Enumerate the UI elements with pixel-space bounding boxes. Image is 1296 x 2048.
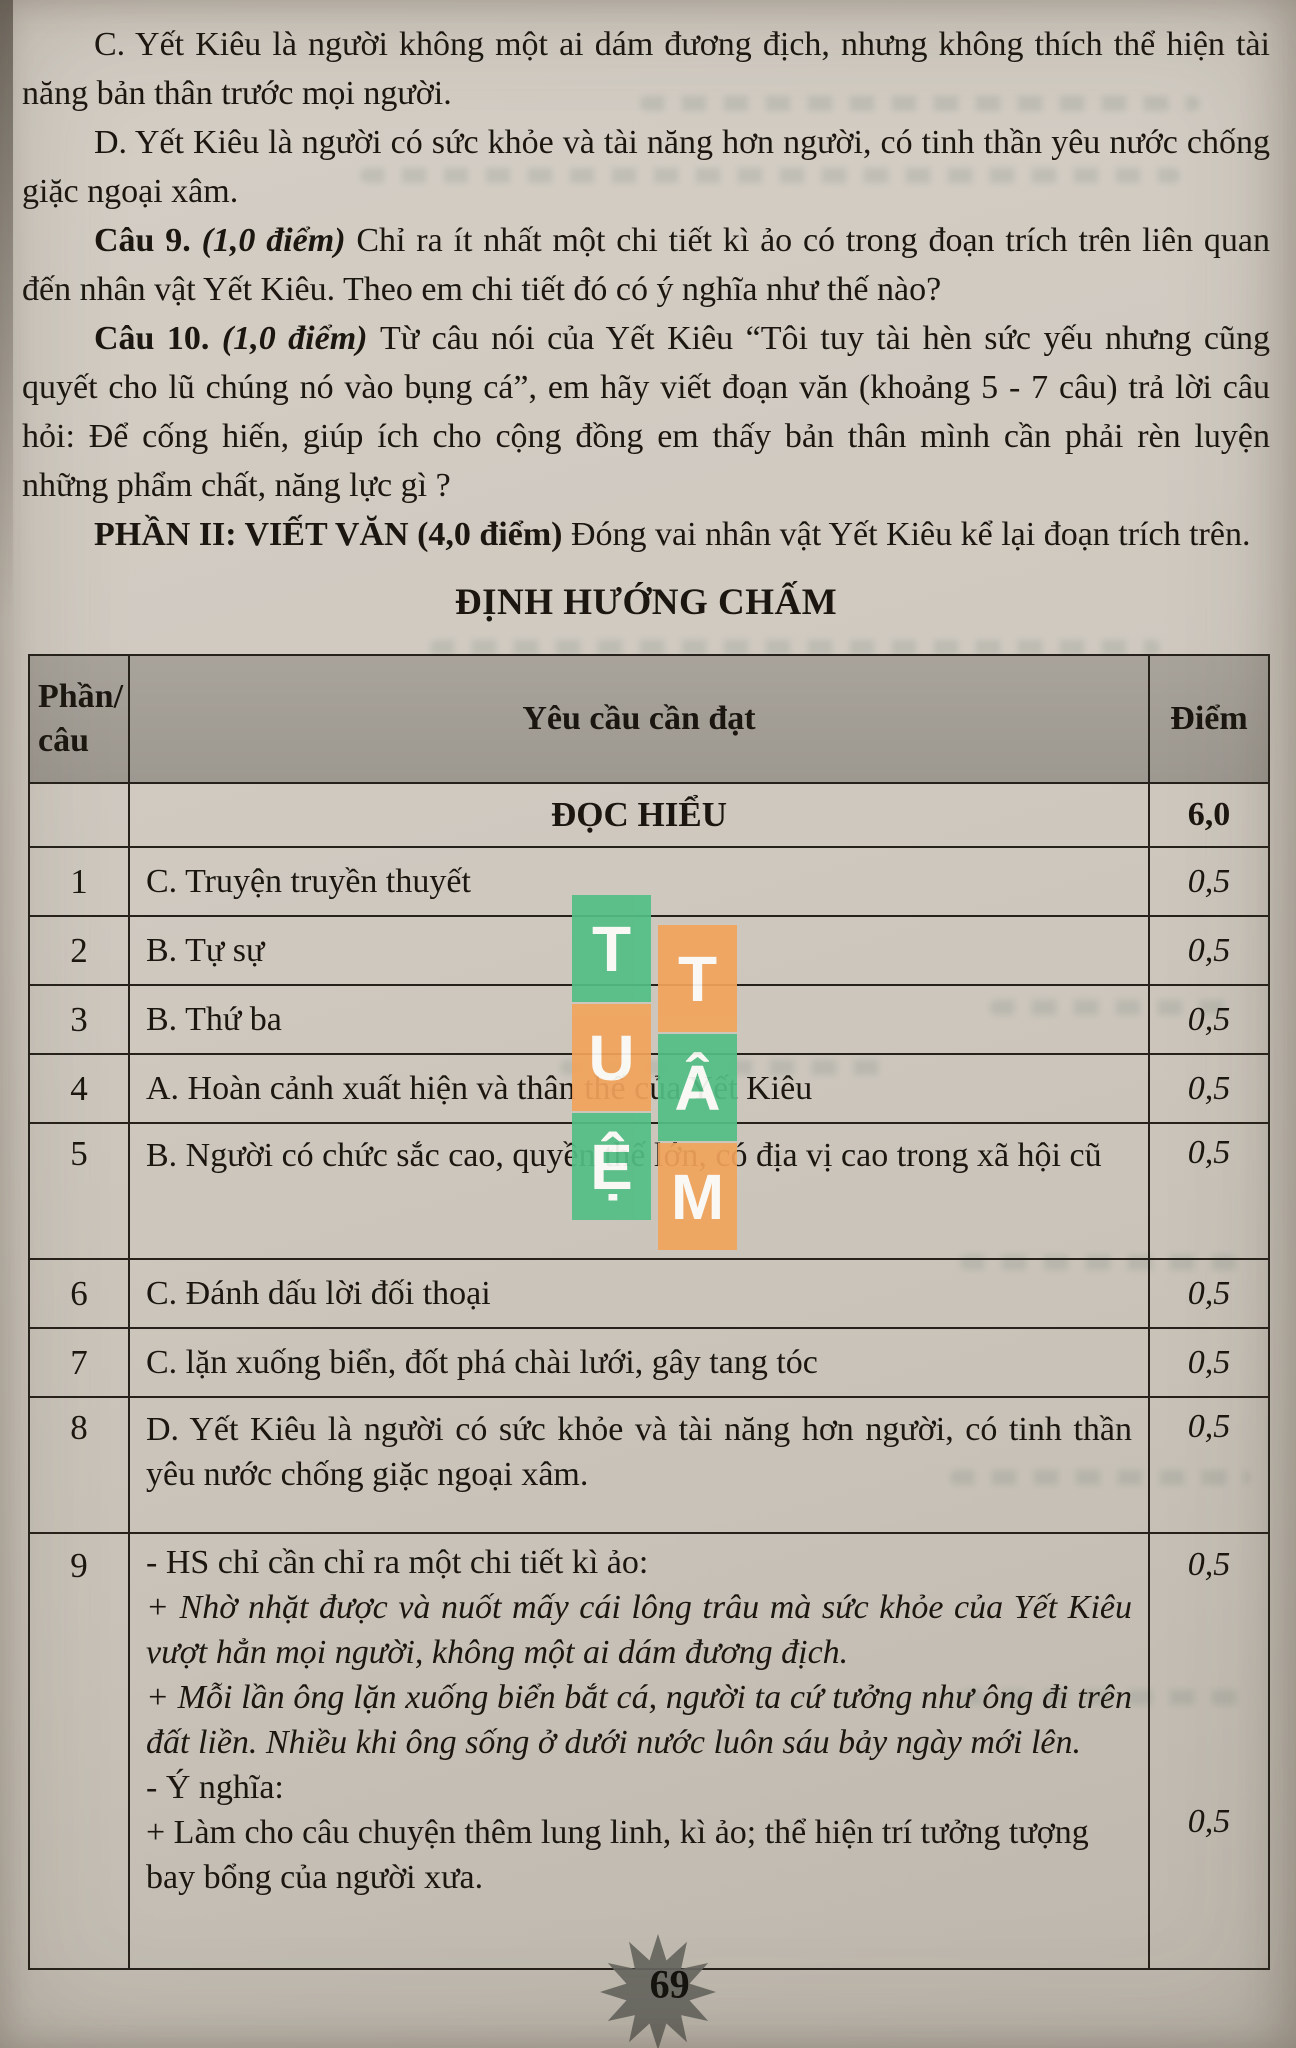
score-cell: 0,5 <box>1148 915 1270 986</box>
page-edge-shadow <box>0 0 13 620</box>
row-number-cell: 4 <box>28 1053 130 1124</box>
row-number-cell: 5 <box>28 1122 130 1260</box>
question-9-paragraph: Câu 9. (1,0 điểm) Chỉ ra ít nhất một chi… <box>22 216 1270 314</box>
question-text: Chỉ ra ít nhất một chi tiết kì ảo có tro… <box>22 222 1270 308</box>
question-number: Câu 9. <box>94 222 191 259</box>
marking-guideline-heading: ĐỊNH HƯỚNG CHẤM <box>454 582 838 623</box>
row-number-cell: 1 <box>28 846 130 917</box>
bleed-through-text <box>640 96 1200 111</box>
paragraph-text: D. Yết Kiêu là người có sức khỏe và tài … <box>22 124 1270 210</box>
row-number-cell <box>28 782 130 848</box>
score-cell: 0,5 <box>1148 984 1270 1055</box>
score-cell: 0,5 0,5 <box>1148 1532 1270 1970</box>
part-text: Đóng vai nhân vật Yết Kiêu kể lại đoạn t… <box>570 516 1251 553</box>
score-cell: 0,5 <box>1148 1396 1270 1534</box>
question-text: Từ câu nói của Yết Kiêu “Tôi tuy tài hèn… <box>22 320 1271 504</box>
header-text: Phần/ <box>38 678 124 715</box>
score-cell: 0,5 <box>1148 846 1270 917</box>
guideline-line: + Mỗi lần ông lặn xuống biển bắt cá, ngư… <box>146 1679 1132 1761</box>
header-yeu-cau: Yêu cầu cần đạt <box>128 654 1150 784</box>
question-number: Câu 10. <box>94 320 210 357</box>
score-value: 0,5 <box>1187 1803 1231 1841</box>
answer-cell: D. Yết Kiêu là người có sức khỏe và tài … <box>128 1396 1150 1534</box>
row-number-cell: 8 <box>28 1396 130 1534</box>
part-2-writing-paragraph: PHẦN II: VIẾT VĂN (4,0 điểm) Đóng vai nh… <box>22 510 1270 559</box>
section-row-doc-hieu: ĐỌC HIỂU 6,0 <box>28 782 1270 848</box>
table-row-question-9: 9 - HS chỉ cần chỉ ra một chi tiết kì ảo… <box>28 1532 1270 1970</box>
starburst-shape <box>600 1934 716 2048</box>
guideline-line: + Làm cho câu chuyện thêm lung linh, kì … <box>146 1814 1089 1896</box>
score-cell: 0,5 <box>1148 1122 1270 1260</box>
row-number-cell: 9 <box>28 1532 130 1970</box>
header-text: câu <box>38 722 89 759</box>
table-row: 6 C. Đánh dấu lời đối thoại 0,5 <box>28 1258 1270 1329</box>
bleed-through-text <box>360 168 1180 183</box>
score-cell: 6,0 <box>1148 782 1270 848</box>
row-number-cell: 6 <box>28 1258 130 1329</box>
watermark-block-t2: T <box>658 925 737 1032</box>
row-number-cell: 7 <box>28 1327 130 1398</box>
question-10-paragraph: Câu 10. (1,0 điểm) Từ câu nói của Yết Ki… <box>22 314 1270 510</box>
watermark-block-t1: T <box>572 895 651 1002</box>
question-points: (1,0 điểm) <box>221 320 368 357</box>
row-number-cell: 3 <box>28 984 130 1055</box>
paragraph-text: C. Yết Kiêu là người không một ai dám đư… <box>22 26 1270 112</box>
section-label: ĐỌC HIỂU <box>128 782 1150 848</box>
watermark-block-e: Ệ <box>572 1113 651 1220</box>
table-row: 8 D. Yết Kiêu là người có sức khỏe và tà… <box>28 1396 1270 1534</box>
guideline-line: + Nhờ nhặt được và nuốt mấy cái lông trâ… <box>146 1589 1132 1671</box>
guideline-line: - HS chỉ cần chỉ ra một chi tiết kì ảo: <box>146 1544 649 1581</box>
page-number: 69 <box>650 1961 690 2006</box>
watermark-block-u: U <box>572 1004 651 1111</box>
score-value: 0,5 <box>1187 1546 1231 1583</box>
score-cell: 0,5 <box>1148 1258 1270 1329</box>
answer-option-d-paragraph: D. Yết Kiêu là người có sức khỏe và tài … <box>22 118 1270 216</box>
header-phan-cau: Phần/câu <box>28 654 130 784</box>
question-points: (1,0 điểm) <box>201 222 346 259</box>
marking-table: Phần/câu Yêu cầu cần đạt Điểm ĐỌC HIỂU 6… <box>28 654 1270 1970</box>
table-header-row: Phần/câu Yêu cầu cần đạt Điểm <box>28 654 1270 784</box>
watermark-block-m: M <box>658 1143 737 1250</box>
answer-cell: C. lặn xuống biển, đốt phá chài lưới, gâ… <box>128 1327 1150 1398</box>
row-number-cell: 2 <box>28 915 130 986</box>
answer-cell: C. Đánh dấu lời đối thoại <box>128 1258 1150 1329</box>
header-diem: Điểm <box>1148 654 1270 784</box>
watermark-block-a: Â <box>658 1034 737 1141</box>
part-heading: PHẦN II: VIẾT VĂN (4,0 điểm) <box>94 516 563 553</box>
score-cell: 0,5 <box>1148 1327 1270 1398</box>
score-cell: 0,5 <box>1148 1053 1270 1124</box>
guideline-line: - Ý nghĩa: <box>146 1769 284 1806</box>
answer-cell: - HS chỉ cần chỉ ra một chi tiết kì ảo: … <box>128 1532 1150 1970</box>
page-number-star: 69 <box>600 1934 716 2048</box>
table-row: 7 C. lặn xuống biển, đốt phá chài lưới, … <box>28 1327 1270 1398</box>
bleed-through-text <box>430 640 1160 655</box>
table-row: 1 C. Truyện truyền thuyết 0,5 <box>28 846 1270 917</box>
answer-option-c-paragraph: C. Yết Kiêu là người không một ai dám đư… <box>22 20 1270 118</box>
